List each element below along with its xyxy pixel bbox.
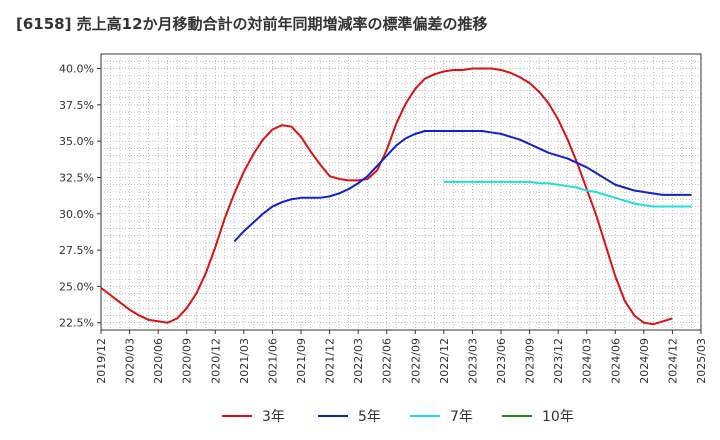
legend-label: 10年 bbox=[542, 409, 574, 425]
legend-swatch bbox=[318, 415, 348, 417]
y-tick-label: 32.5% bbox=[59, 171, 94, 184]
x-tick-label: 2020/09 bbox=[181, 338, 194, 384]
y-axis-ticks: 22.5% 25.0% 27.5% 30.0% 32.5% 35.0% 37.5% 40.0% bbox=[59, 63, 101, 330]
y-tick-label: 30.0% bbox=[59, 208, 94, 221]
x-tick-label: 2024/03 bbox=[581, 338, 594, 384]
x-tick-label: 2021/09 bbox=[295, 338, 308, 384]
legend-label: 3年 bbox=[262, 409, 285, 425]
legend-item: 10年 bbox=[502, 404, 574, 428]
x-tick-label: 2020/12 bbox=[209, 338, 222, 384]
x-tick-label: 2021/03 bbox=[238, 338, 251, 384]
x-tick-label: 2023/06 bbox=[495, 338, 508, 384]
x-tick-label: 2019/12 bbox=[95, 338, 108, 384]
legend-swatch bbox=[222, 415, 252, 417]
legend-item: 7年 bbox=[410, 404, 473, 428]
x-tick-label: 2020/03 bbox=[124, 338, 137, 384]
y-tick-label: 35.0% bbox=[59, 135, 94, 148]
y-tick-label: 27.5% bbox=[59, 244, 94, 257]
chart-title: [6158] 売上高12か月移動合計の対前年同期増減率の標準偏差の推移 bbox=[16, 15, 488, 33]
legend-swatch bbox=[502, 415, 532, 417]
grid-lines bbox=[101, 54, 701, 330]
x-tick-label: 2022/03 bbox=[352, 338, 365, 384]
legend-item: 3年 bbox=[222, 404, 285, 428]
x-tick-label: 2024/06 bbox=[609, 338, 622, 384]
legend: 3年 5年 7年 10年 bbox=[0, 404, 720, 428]
y-tick-label: 37.5% bbox=[59, 99, 94, 112]
series-line-7年 bbox=[443, 180, 692, 208]
x-tick-label: 2023/12 bbox=[552, 338, 565, 384]
legend-label: 7年 bbox=[450, 409, 473, 425]
x-tick-label: 2023/09 bbox=[524, 338, 537, 384]
legend-swatch bbox=[410, 415, 440, 417]
x-axis-ticks: 2019/12 2020/03 2020/06 2020/09 2020/12 2021/… bbox=[95, 330, 708, 384]
y-tick-label: 25.0% bbox=[59, 280, 94, 293]
x-tick-label: 2022/09 bbox=[409, 338, 422, 384]
series-line-5年 bbox=[233, 129, 692, 243]
x-tick-label: 2021/12 bbox=[324, 338, 337, 384]
x-tick-label: 2025/03 bbox=[695, 338, 708, 384]
x-tick-label: 2020/06 bbox=[152, 338, 165, 384]
y-tick-label: 22.5% bbox=[59, 317, 94, 330]
legend-label: 5年 bbox=[358, 409, 381, 425]
x-tick-label: 2022/06 bbox=[381, 338, 394, 384]
legend-item: 5年 bbox=[318, 404, 381, 428]
x-tick-label: 2022/12 bbox=[438, 338, 451, 384]
x-tick-label: 2024/09 bbox=[638, 338, 651, 384]
x-tick-label: 2023/03 bbox=[466, 338, 479, 384]
series-lines bbox=[100, 67, 692, 326]
x-tick-label: 2024/12 bbox=[666, 338, 679, 384]
x-tick-label: 2021/06 bbox=[266, 338, 279, 384]
y-tick-label: 40.0% bbox=[59, 63, 94, 76]
